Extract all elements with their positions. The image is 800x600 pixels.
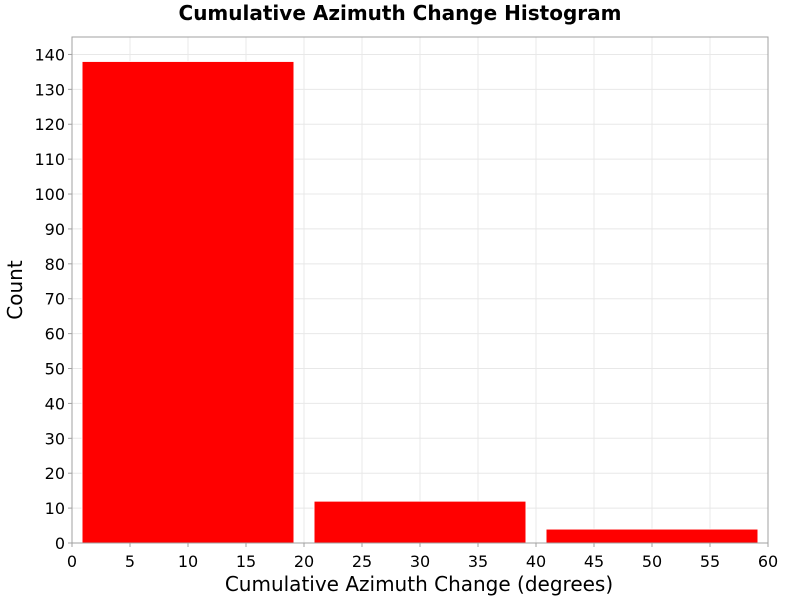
x-tick-label: 30 — [410, 552, 430, 571]
histogram-bar-2 — [313, 500, 527, 544]
x-tick-label: 45 — [584, 552, 604, 571]
y-tick-label: 130 — [34, 80, 65, 99]
x-tick-label: 40 — [526, 552, 546, 571]
y-tick-label: 60 — [45, 325, 65, 344]
y-tick-label: 80 — [45, 255, 65, 274]
x-tick-label: 10 — [178, 552, 198, 571]
x-tick-label: 55 — [700, 552, 720, 571]
x-tick-label: 5 — [125, 552, 135, 571]
grid-lines — [71, 37, 769, 544]
plot-area: 0 5 10 15 20 25 30 35 40 45 50 55 60 0 10 20 30 40 50 60 70 8… — [34, 36, 778, 571]
y-tick-label: 0 — [55, 534, 65, 553]
axes-group: 0 5 10 15 20 25 30 35 40 45 50 55 60 0 10 20 30 40 50 60 70 8… — [34, 36, 778, 571]
y-tick-label: 140 — [34, 45, 65, 64]
y-tick-label: 40 — [45, 394, 65, 413]
histogram-bar-1 — [81, 60, 295, 544]
y-tick-label: 10 — [45, 499, 65, 518]
histogram-bar-3 — [545, 528, 759, 544]
chart-title: Cumulative Azimuth Change Histogram — [179, 1, 622, 25]
x-tick-label: 35 — [468, 552, 488, 571]
y-tick-label: 120 — [34, 115, 65, 134]
x-tick-label: 20 — [294, 552, 314, 571]
y-tick-label: 30 — [45, 429, 65, 448]
x-tick-label: 0 — [67, 552, 77, 571]
x-tick-label: 60 — [758, 552, 778, 571]
x-tick-label: 15 — [236, 552, 256, 571]
y-tick-label: 110 — [34, 150, 65, 169]
bars-group — [81, 60, 759, 544]
y-axis-label: Count — [3, 260, 27, 320]
y-tick-label: 20 — [45, 464, 65, 483]
y-tick-label: 90 — [45, 220, 65, 239]
y-tick-label: 50 — [45, 360, 65, 379]
y-tick-label: 100 — [34, 185, 65, 204]
x-tick-label: 50 — [642, 552, 662, 571]
y-tick-label: 70 — [45, 290, 65, 309]
x-tick-label: 25 — [352, 552, 372, 571]
x-axis-label: Cumulative Azimuth Change (degrees) — [225, 572, 613, 596]
